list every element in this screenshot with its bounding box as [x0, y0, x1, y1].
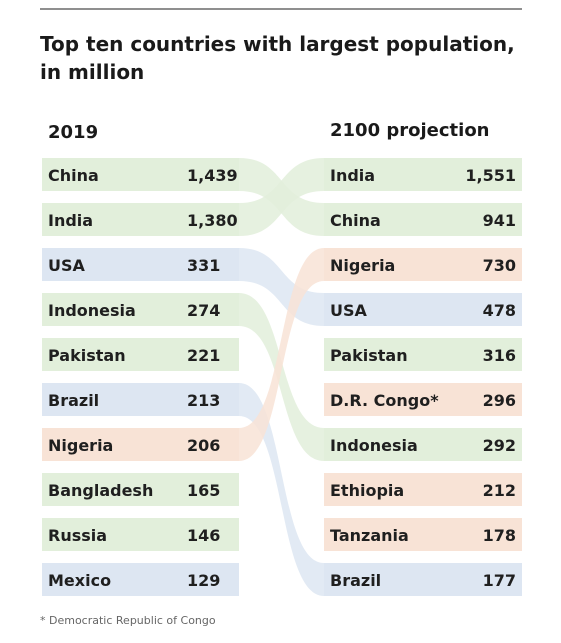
row-2019-china-country: China	[48, 166, 99, 185]
chart-title: Top ten countries with largest populatio…	[40, 30, 520, 86]
chart-title-line-2: in million	[40, 60, 145, 84]
ribbon-usa	[239, 248, 324, 326]
row-2019-bangladesh-value: 165	[187, 481, 220, 500]
row-2019-china-band	[42, 158, 239, 191]
row-2019-india-country: India	[48, 211, 93, 230]
row-2019-brazil-country: Brazil	[48, 391, 99, 410]
link-ribbons	[239, 158, 324, 596]
row-2100-usa-value: 478	[483, 301, 516, 320]
row-2019-brazil-band	[42, 383, 239, 416]
row-2019-mexico-value: 129	[187, 571, 220, 590]
row-2100-brazil-band	[324, 563, 522, 596]
row-2100-tanzania-value: 178	[483, 526, 516, 545]
row-2100-pakistan-value: 316	[483, 346, 516, 365]
row-bands	[42, 158, 522, 596]
row-2019-india-band	[42, 203, 239, 236]
row-2100-brazil-value: 177	[483, 571, 516, 590]
row-2019-bangladesh-country: Bangladesh	[48, 481, 153, 500]
row-2019-india-value: 1,380	[187, 211, 238, 230]
row-2100-ethiopia-country: Ethiopia	[330, 481, 404, 500]
row-2019-pakistan-country: Pakistan	[48, 346, 126, 365]
row-2019-nigeria-band	[42, 428, 239, 461]
row-2019-pakistan-band	[42, 338, 239, 371]
row-2019-nigeria-country: Nigeria	[48, 436, 113, 455]
row-2100-nigeria-country: Nigeria	[330, 256, 395, 275]
row-2100-nigeria-value: 730	[483, 256, 516, 275]
row-2100-tanzania-country: Tanzania	[330, 526, 409, 545]
top-rule	[40, 8, 522, 10]
row-2100-india-value: 1,551	[465, 166, 516, 185]
row-2100-ethiopia-value: 212	[483, 481, 516, 500]
footnote: * Democratic Republic of Congo	[40, 614, 216, 627]
ribbon-brazil	[239, 383, 324, 596]
row-2100-tanzania-band	[324, 518, 522, 551]
row-2019-brazil-value: 213	[187, 391, 220, 410]
row-labels: China 1,439 India 1,380 USA 331 Indonesia 274 Pa…	[48, 166, 516, 590]
row-2100-usa-band	[324, 293, 522, 326]
column-header-2100: 2100 projection	[330, 120, 490, 141]
chart-title-line-1: Top ten countries with largest populatio…	[40, 32, 515, 56]
row-2100-pakistan-country: Pakistan	[330, 346, 408, 365]
row-2019-bangladesh-band	[42, 473, 239, 506]
row-2100-india-country: India	[330, 166, 375, 185]
row-2019-usa-value: 331	[187, 256, 220, 275]
row-2100-d-r-congo-band	[324, 383, 522, 416]
row-2019-indonesia-band	[42, 293, 239, 326]
column-header-2019: 2019	[48, 122, 99, 143]
row-2019-russia-country: Russia	[48, 526, 107, 545]
row-2019-russia-value: 146	[187, 526, 220, 545]
row-2019-usa-band	[42, 248, 239, 281]
row-2100-usa-country: USA	[330, 301, 368, 320]
row-2100-indonesia-band	[324, 428, 522, 461]
row-2019-usa-country: USA	[48, 256, 86, 275]
row-2019-mexico-country: Mexico	[48, 571, 111, 590]
row-2100-d-r-congo-country: D.R. Congo*	[330, 391, 439, 410]
row-2100-brazil-country: Brazil	[330, 571, 381, 590]
row-2019-nigeria-value: 206	[187, 436, 220, 455]
row-2019-mexico-band	[42, 563, 239, 596]
row-2019-russia-band	[42, 518, 239, 551]
ribbon-india	[239, 158, 324, 236]
ribbon-nigeria	[239, 248, 324, 461]
row-2100-indonesia-value: 292	[483, 436, 516, 455]
row-2100-china-value: 941	[483, 211, 516, 230]
row-2100-ethiopia-band	[324, 473, 522, 506]
row-2019-pakistan-value: 221	[187, 346, 220, 365]
row-2019-indonesia-country: Indonesia	[48, 301, 136, 320]
row-2100-d-r-congo-value: 296	[483, 391, 516, 410]
row-2019-china-value: 1,439	[187, 166, 238, 185]
ribbon-indonesia	[239, 293, 324, 461]
row-2100-indonesia-country: Indonesia	[330, 436, 418, 455]
row-2100-china-band	[324, 203, 522, 236]
row-2100-pakistan-band	[324, 338, 522, 371]
row-2100-china-country: China	[330, 211, 381, 230]
row-2100-nigeria-band	[324, 248, 522, 281]
row-2019-indonesia-value: 274	[187, 301, 220, 320]
row-2100-india-band	[324, 158, 522, 191]
